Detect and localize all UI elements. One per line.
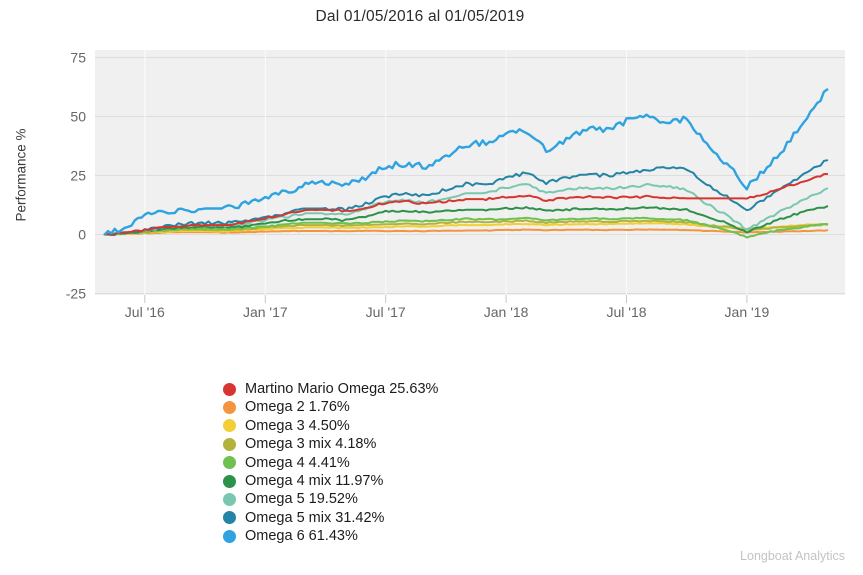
legend-item-omega-4[interactable]: Omega 4 4.41% xyxy=(223,454,438,472)
legend-item-omega-6[interactable]: Omega 6 61.43% xyxy=(223,527,438,545)
watermark-longboat-analytics: Longboat Analytics xyxy=(740,549,845,563)
series-line-martino-mario-omega xyxy=(103,173,829,236)
chart-title: Dal 01/05/2016 al 01/05/2019 xyxy=(315,8,525,25)
legend-label: Omega 3 mix 4.18% xyxy=(245,436,377,453)
x-tick-label: Jul '18 xyxy=(606,304,646,320)
legend-swatch-icon xyxy=(223,437,236,451)
x-tick-label: Jan '19 xyxy=(725,304,770,320)
legend-label: Omega 2 1.76% xyxy=(245,399,350,416)
x-tick-label: Jul '16 xyxy=(125,304,165,320)
legend-label: Omega 3 4.50% xyxy=(245,417,350,434)
legend-swatch-icon xyxy=(223,382,236,396)
legend-label: Omega 4 mix 11.97% xyxy=(245,472,384,489)
series-line-omega-2 xyxy=(103,228,829,236)
legend-item-omega-2[interactable]: Omega 2 1.76% xyxy=(223,398,438,416)
y-tick-label: -25 xyxy=(66,286,86,302)
legend-swatch-icon xyxy=(223,529,236,543)
legend-label: Omega 6 61.43% xyxy=(245,528,358,545)
legend-swatch-icon xyxy=(223,401,236,415)
legend-item-omega-5-mix[interactable]: Omega 5 mix 31.42% xyxy=(223,509,438,527)
legend-item-omega-3[interactable]: Omega 3 4.50% xyxy=(223,417,438,435)
y-tick-label: 50 xyxy=(70,109,86,125)
legend-item-martino-mario-omega[interactable]: Martino Mario Omega 25.63% xyxy=(223,380,438,398)
legend: Martino Mario Omega 25.63% Omega 2 1.76%… xyxy=(223,380,438,546)
series-line-omega-4 xyxy=(103,216,829,239)
legend-swatch-icon xyxy=(223,419,236,433)
series-line-omega-5 xyxy=(103,183,829,236)
legend-label: Martino Mario Omega 25.63% xyxy=(245,380,439,397)
y-tick-label: 0 xyxy=(78,227,86,243)
legend-label: Omega 5 mix 31.42% xyxy=(245,509,385,526)
legend-item-omega-3-mix[interactable]: Omega 3 mix 4.18% xyxy=(223,435,438,453)
legend-swatch-icon xyxy=(223,456,236,470)
legend-item-omega-5[interactable]: Omega 5 19.52% xyxy=(223,490,438,508)
y-tick-label: 75 xyxy=(70,50,86,66)
legend-label: Omega 5 19.52% xyxy=(245,491,358,508)
legend-item-omega-4-mix[interactable]: Omega 4 mix 11.97% xyxy=(223,472,438,490)
y-tick-label: 25 xyxy=(70,168,86,184)
series-line-omega-6 xyxy=(103,88,829,236)
x-tick-label: Jan '18 xyxy=(484,304,529,320)
plot-area xyxy=(95,50,845,295)
legend-swatch-icon xyxy=(223,511,236,525)
x-tick-label: Jan '17 xyxy=(243,304,288,320)
legend-swatch-icon xyxy=(223,493,236,507)
x-tick-label: Jul '17 xyxy=(366,304,406,320)
performance-line-chart: 75 50 25 0 -25 Jul '16 Jan '17 Jul '17 Jan '18 Ju… xyxy=(66,50,845,320)
legend-swatch-icon xyxy=(223,474,236,488)
legend-label: Omega 4 4.41% xyxy=(245,454,350,471)
